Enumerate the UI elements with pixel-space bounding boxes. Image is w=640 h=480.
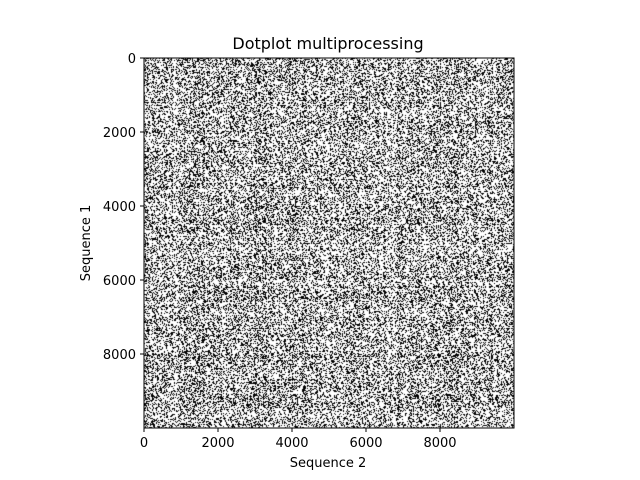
x-tick-label: 2000 [201, 436, 234, 451]
dot-matrix-image [144, 58, 514, 428]
x-tick-label: 6000 [349, 436, 382, 451]
chart-title: Dotplot multiprocessing [232, 34, 423, 53]
plot-frame [143, 57, 515, 429]
y-tick-label: 4000 [103, 200, 136, 215]
plot-area [143, 57, 515, 429]
x-tick-label: 4000 [275, 436, 308, 451]
y-axis-label: Sequence 1 [79, 205, 94, 282]
y-tick-label: 6000 [103, 274, 136, 289]
x-tick-label: 0 [140, 436, 148, 451]
x-axis-label: Sequence 2 [290, 456, 367, 471]
y-tick-label: 0 [128, 52, 136, 67]
y-tick-label: 8000 [103, 348, 136, 363]
y-axis-ticks: 0 2000 4000 6000 8000 [103, 52, 144, 363]
y-tick-label: 2000 [103, 126, 136, 141]
x-tick-label: 8000 [423, 436, 456, 451]
x-axis-ticks: 0 2000 4000 6000 8000 [140, 428, 457, 451]
